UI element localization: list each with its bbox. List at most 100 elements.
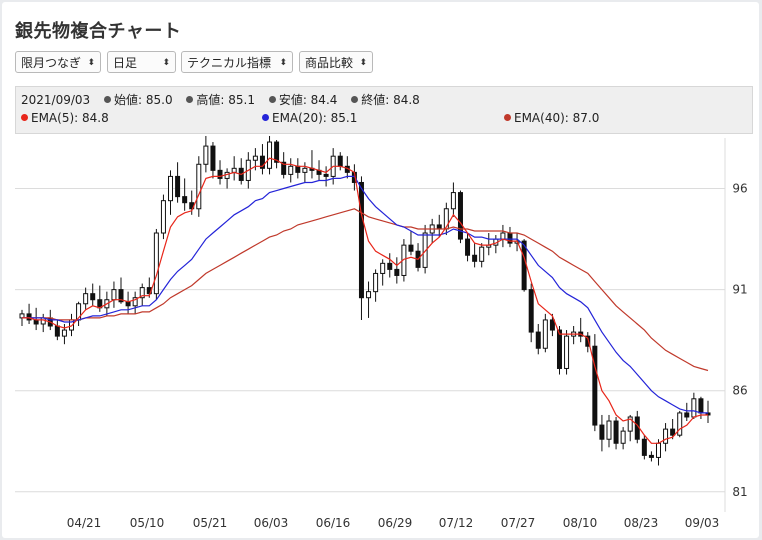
ema40-legend: EMA(40): 87.0 — [504, 111, 599, 125]
ema20-text: EMA(20): 85.1 — [272, 111, 358, 125]
candle-body — [465, 238, 471, 256]
candle-body — [564, 335, 570, 369]
select-arrows-icon: ⬍ — [359, 58, 367, 68]
candle-body — [655, 442, 661, 458]
candle-body — [259, 155, 265, 169]
candle-body — [366, 291, 372, 299]
product-compare-select-label: 商品比較 — [305, 56, 354, 70]
candle-body — [691, 398, 697, 418]
candle-body — [500, 232, 506, 240]
ema5-line — [22, 157, 708, 444]
candle-body — [436, 224, 442, 230]
candle-body — [281, 161, 287, 175]
dot-icon — [186, 96, 194, 103]
candle-body — [387, 262, 393, 270]
candle-body — [549, 319, 555, 331]
product-compare-select[interactable]: 商品比較 ⬍ — [299, 51, 373, 73]
candle-body — [592, 345, 598, 426]
candle-body — [450, 192, 456, 210]
ohlc-info-box: 2021/09/03 始値: 85.0 高値: 85.1 安値: 84.4 終値… — [15, 86, 753, 134]
y-tick-label: 81 — [732, 485, 747, 499]
candle-body — [670, 428, 676, 436]
candle-body — [302, 167, 308, 173]
ema40-text: EMA(40): 87.0 — [514, 111, 600, 125]
candle-body — [542, 319, 548, 349]
x-tick-label: 07/12 — [439, 516, 474, 530]
candle-body — [83, 293, 89, 305]
candle-body — [196, 163, 202, 210]
y-tick-label: 86 — [732, 384, 747, 398]
candle-body — [641, 438, 647, 456]
x-tick-label: 07/27 — [501, 516, 536, 530]
low-value: 安値: 84.4 — [268, 93, 338, 107]
candle-body — [231, 167, 237, 173]
contract-month-select[interactable]: 限月つなぎ ⬍ — [15, 51, 101, 73]
candle-body — [139, 287, 145, 299]
ema5-legend: EMA(5): 84.8 — [21, 111, 109, 125]
close-text: 終値: 84.8 — [361, 93, 420, 107]
candle-body — [274, 141, 280, 163]
x-tick-label: 06/29 — [378, 516, 413, 530]
technical-indicator-select[interactable]: テクニカル指標 ⬍ — [181, 51, 293, 73]
candle-body — [168, 175, 174, 202]
candle-body — [684, 412, 690, 418]
candle-body — [288, 165, 294, 175]
candle-body — [457, 192, 463, 240]
candle-body — [118, 289, 124, 303]
candle-body — [210, 145, 216, 171]
technical-indicator-select-label: テクニカル指標 — [187, 56, 272, 70]
candle-body — [203, 145, 209, 165]
ema40-line — [22, 208, 709, 372]
period-select-label: 日足 — [113, 56, 138, 70]
candle-body — [479, 246, 485, 262]
candle-body — [620, 430, 626, 444]
candle-body — [182, 196, 188, 204]
candle-body — [217, 169, 223, 179]
candle-body — [132, 297, 138, 307]
ohlc-row: 2021/09/03 始値: 85.0 高値: 85.1 安値: 84.4 終値… — [21, 91, 420, 108]
contract-month-select-label: 限月つなぎ — [21, 56, 82, 70]
candle-body — [472, 254, 478, 262]
candle-body — [521, 240, 527, 291]
candle-body — [54, 325, 60, 337]
x-tick-label: 04/21 — [67, 516, 102, 530]
candle-body — [111, 289, 117, 301]
ema5-text: EMA(5): 84.8 — [31, 111, 109, 125]
candle-body — [556, 329, 562, 369]
ema5-dot-icon — [21, 114, 28, 121]
dot-icon — [351, 96, 359, 103]
x-tick-label: 06/16 — [316, 516, 351, 530]
candle-body — [175, 175, 181, 198]
y-tick-label: 91 — [732, 283, 747, 297]
candle-body — [358, 181, 364, 299]
candle-body — [380, 262, 386, 274]
low-text: 安値: 84.4 — [278, 93, 338, 107]
candle-body — [613, 420, 619, 444]
ema20-line — [22, 175, 708, 414]
candle-body — [323, 173, 329, 177]
y-tick-label: 96 — [732, 182, 747, 196]
period-select[interactable]: 日足 ⬍ — [107, 51, 176, 73]
candle-body — [394, 268, 400, 276]
select-arrows-icon: ⬍ — [87, 58, 95, 68]
x-tick-label: 05/10 — [130, 516, 165, 530]
high-text: 高値: 85.1 — [196, 93, 255, 107]
candle-body — [295, 165, 301, 173]
x-tick-label: 06/03 — [254, 516, 289, 530]
candle-body — [627, 416, 633, 432]
ema20-legend: EMA(20): 85.1 — [262, 111, 357, 125]
open-text: 始値: 85.0 — [114, 93, 173, 107]
candle-body — [337, 155, 343, 167]
candle-body — [599, 424, 605, 440]
x-tick-label: 09/03 — [685, 516, 720, 530]
candle-body — [677, 412, 683, 436]
info-date: 2021/09/03 — [21, 93, 91, 107]
candle-body — [90, 293, 96, 301]
candle-body — [26, 313, 32, 321]
ema20-dot-icon — [262, 114, 269, 121]
candle-body — [663, 428, 669, 444]
select-arrows-icon: ⬍ — [162, 58, 170, 68]
open-value: 始値: 85.0 — [104, 93, 173, 107]
dot-icon — [104, 96, 111, 103]
